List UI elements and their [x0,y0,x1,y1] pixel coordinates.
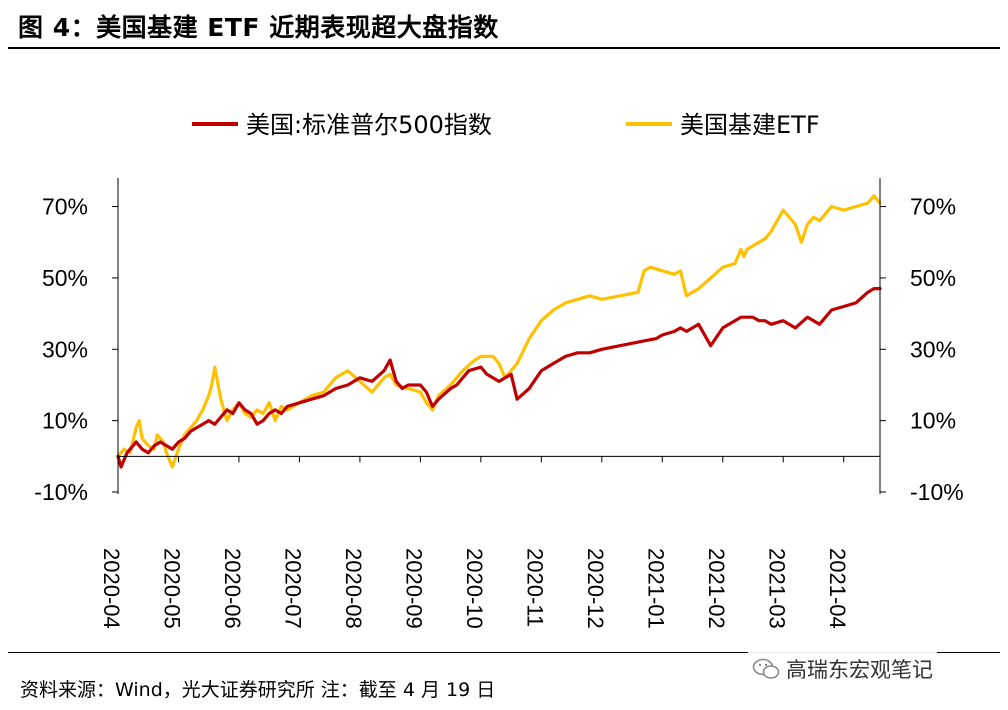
watermark: 高瑞东宏观笔记 [748,652,937,686]
footer-divider [8,652,1000,653]
x-tick-label: 2020-09 [402,548,427,629]
y-tick-label-right: 30% [910,336,956,362]
y-tick-label-left: 10% [42,408,88,434]
legend-label-infra-etf: 美国基建ETF [680,111,820,139]
x-tick-label: 2021-03 [764,548,789,629]
y-tick-label-left: 50% [42,265,88,291]
figure-title: 图 4：美国基建 ETF 近期表现超大盘指数 [18,13,499,42]
x-tick-label: 2020-05 [160,548,185,629]
title-divider [8,47,1000,49]
y-tick-label-right: 50% [910,265,956,291]
watermark-text: 高瑞东宏观笔记 [786,658,933,682]
x-tick-label: 2020-10 [462,548,487,629]
x-tick-label: 2021-04 [825,548,850,629]
line-chart: 美国:标准普尔500指数 美国基建ETF -10% -10% 10% 10% 30% 30%… [34,111,964,629]
legend-label-sp500: 美国:标准普尔500指数 [246,111,492,139]
x-tick-label: 2020-12 [583,548,608,629]
x-tick-label: 2021-01 [643,548,668,629]
legend: 美国:标准普尔500指数 美国基建ETF [192,111,820,139]
y-tick-label-right: 70% [910,194,956,220]
y-tick-label-right: -10% [910,479,964,505]
y-tick-label-left: -10% [34,479,88,505]
series-line-infra-etf [116,194,882,469]
y-tick-label-left: 30% [42,336,88,362]
plot-area [116,194,882,469]
x-tick-label: 2020-11 [523,548,548,627]
x-tick-label: 2021-02 [704,548,729,629]
source-note: 资料来源：Wind，光大证券研究所 注：截至 4 月 19 日 [20,679,496,701]
x-tick-label: 2020-07 [281,548,306,629]
wechat-icon [752,658,780,679]
series-line-sp500 [116,287,882,469]
axes: -10% -10% 10% 10% 30% 30% 50% 50% 70% 70% 2020-04 2… [34,178,964,629]
x-tick-label: 2020-06 [220,548,245,629]
y-tick-label-left: 70% [42,194,88,220]
x-tick-label: 2020-08 [341,548,366,629]
x-tick-label: 2020-04 [99,548,124,629]
y-tick-label-right: 10% [910,408,956,434]
